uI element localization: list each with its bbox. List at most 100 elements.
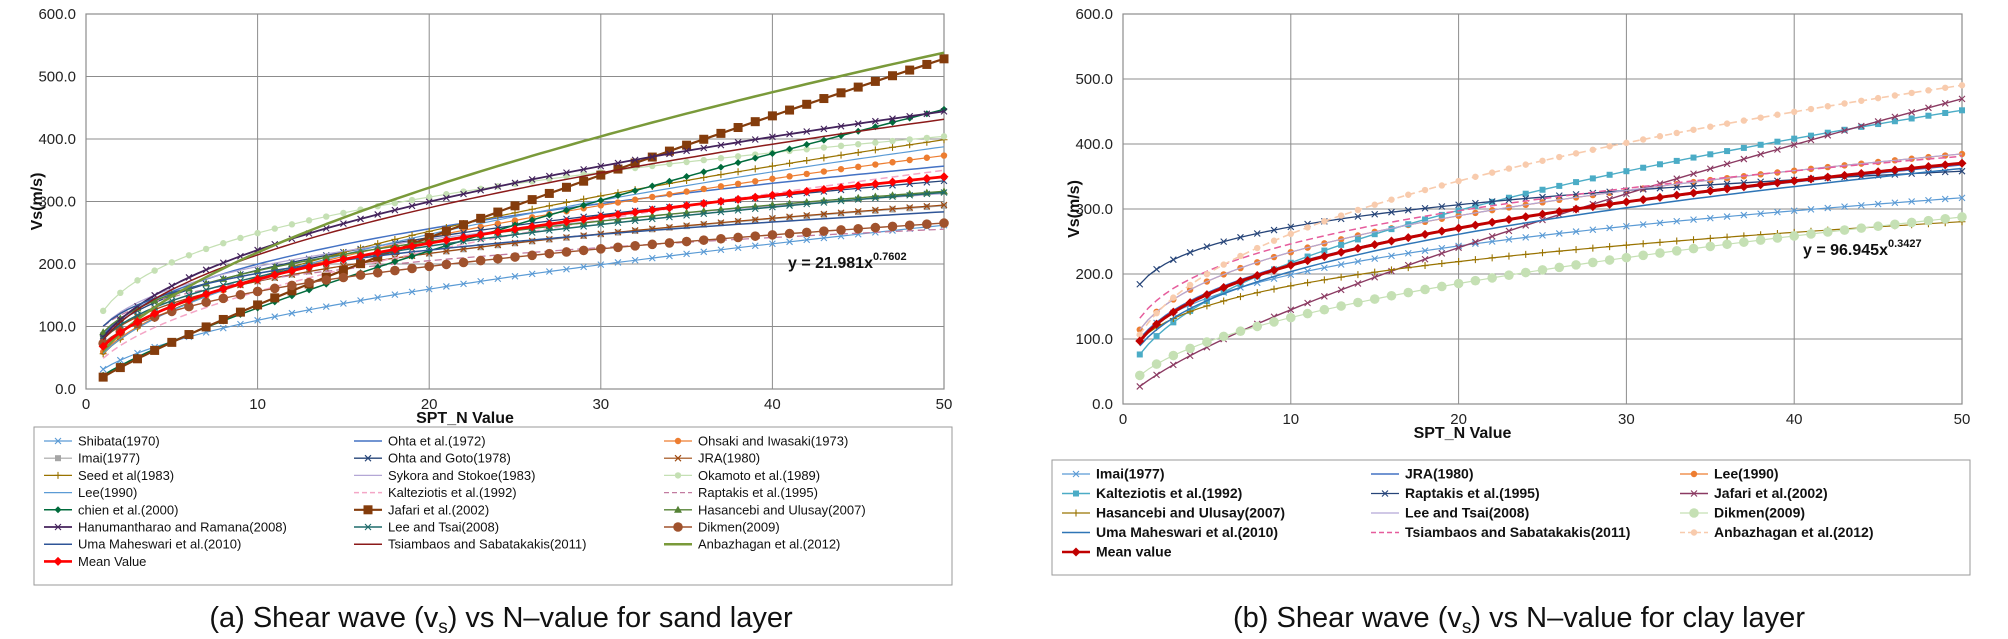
data-point-jra-1980 bbox=[614, 228, 622, 236]
data-point-jafari-et-al-2002 bbox=[510, 201, 520, 211]
data-point-kalteziotis-et-al-1992 bbox=[1354, 236, 1361, 243]
data-point-imai-1977 bbox=[1404, 249, 1412, 257]
data-point-jafari-et-al-2002 bbox=[922, 59, 932, 69]
data-point-hanumantharao-and-ramana-2008 bbox=[717, 141, 725, 149]
data-point-dikmen-2009 bbox=[1957, 212, 1967, 222]
data-point-kalteziotis-et-al-1992 bbox=[1858, 123, 1865, 130]
data-point-anbazhagan-et-al-2012 bbox=[1287, 230, 1295, 238]
data-point-jafari-et-al-2002 bbox=[630, 158, 640, 168]
data-point-mean-value bbox=[167, 301, 177, 311]
data-point-mean-value bbox=[1789, 176, 1799, 186]
legend-entry-raptakis-et-al-1995: Raptakis et al.(1995) bbox=[664, 485, 818, 500]
legend-swatch-marker bbox=[364, 454, 372, 462]
data-point-jafari-et-al-2002 bbox=[1606, 195, 1614, 203]
data-point-mean-value bbox=[596, 212, 606, 222]
data-point-kalteziotis-et-al-1992 bbox=[1170, 319, 1177, 326]
series-imai-1977 bbox=[1136, 194, 1966, 342]
data-point-jafari-et-al-2002 bbox=[201, 322, 211, 332]
data-point-jafari-et-al-2002 bbox=[1186, 352, 1194, 360]
data-point-shibata-1970 bbox=[597, 261, 605, 269]
data-point-lee-and-tsai-2008 bbox=[666, 213, 673, 221]
data-point-hasancebi-and-ulusay-2007 bbox=[1539, 249, 1546, 257]
data-point-mean-value bbox=[1521, 212, 1531, 222]
data-point-dikmen-2009 bbox=[167, 306, 177, 317]
data-point-hanumantharao-and-ramana-2008 bbox=[614, 159, 622, 167]
legend-label: Sykora and Stokoe(1983) bbox=[388, 468, 535, 483]
data-point-okamoto-et-al-1989 bbox=[940, 133, 948, 140]
data-point-kalteziotis-et-al-1992 bbox=[1942, 109, 1949, 116]
data-point-jafari-et-al-2002 bbox=[561, 182, 571, 192]
trend-equation-base: y = 21.981x bbox=[788, 255, 873, 272]
data-point-raptakis-et-al-1995 bbox=[1136, 280, 1144, 288]
data-point-mean-value bbox=[1856, 169, 1866, 179]
series-uma-maheswari-et-al-2010 bbox=[1139, 167, 1963, 347]
x-tick-label: 30 bbox=[1618, 411, 1635, 428]
data-point-shibata-1970 bbox=[528, 270, 536, 278]
data-point-shibata-1970 bbox=[580, 263, 588, 271]
legend-label: Jafari et al.(2002) bbox=[1714, 485, 1828, 501]
legend-entry-ohsaki-and-iwasaki-1973: Ohsaki and Iwasaki(1973) bbox=[664, 434, 848, 449]
data-point-ohsaki-and-iwasaki-1973 bbox=[803, 170, 810, 178]
legend-swatch-marker bbox=[55, 455, 61, 462]
data-point-ohsaki-and-iwasaki-1973 bbox=[786, 173, 793, 180]
legend-label: JRA(1980) bbox=[698, 451, 760, 466]
data-point-mean-value bbox=[1772, 178, 1782, 188]
legend-entry-lee-1990: Lee(1990) bbox=[1680, 466, 1779, 482]
data-point-dikmen-2009 bbox=[390, 265, 400, 276]
data-point-dikmen-2009 bbox=[1621, 252, 1632, 263]
data-point-jafari-et-al-2002 bbox=[939, 54, 949, 64]
data-point-mean-value bbox=[253, 274, 263, 284]
series-anbazhagan-et-al-2012 bbox=[102, 51, 945, 353]
legend-entry-jra-1980: JRA(1980) bbox=[1371, 466, 1473, 482]
data-point-chien-et-al-2000 bbox=[408, 252, 416, 260]
data-point-lee-and-tsai-2008 bbox=[116, 321, 124, 329]
data-point-imai-1977 bbox=[941, 202, 947, 209]
data-point-dikmen-2009 bbox=[887, 221, 898, 232]
data-point-mean-value bbox=[1336, 247, 1346, 257]
data-point-hasancebi-and-ulusay-2007 bbox=[1421, 262, 1429, 270]
data-point-mean-value bbox=[1840, 170, 1850, 180]
data-point-shibata-1970 bbox=[786, 238, 793, 246]
data-point-dikmen-2009 bbox=[544, 248, 555, 259]
data-point-dikmen-2009 bbox=[1269, 317, 1279, 327]
data-point-jafari-et-al-2002 bbox=[1455, 244, 1462, 252]
data-point-jafari-et-al-2002 bbox=[115, 363, 125, 373]
data-point-ohsaki-and-iwasaki-1973 bbox=[734, 180, 742, 188]
data-point-ohsaki-and-iwasaki-1973 bbox=[597, 202, 604, 209]
data-point-imai-1977 bbox=[1690, 216, 1697, 224]
data-point-lee-and-tsai-2008 bbox=[614, 219, 622, 226]
data-point-raptakis-et-al-1995 bbox=[1371, 210, 1379, 218]
data-point-anbazhagan-et-al-2012 bbox=[1589, 146, 1597, 153]
data-point-dikmen-2009 bbox=[1604, 255, 1615, 265]
data-point-hanumantharao-and-ramana-2008 bbox=[597, 162, 605, 170]
data-point-dikmen-2009 bbox=[441, 259, 452, 270]
data-point-dikmen-2009 bbox=[458, 257, 469, 268]
data-point-hasancebi-and-ulusay-2007 bbox=[1639, 240, 1647, 248]
data-point-dikmen-2009 bbox=[1755, 235, 1766, 245]
caption-text: (b) Shear wave (v bbox=[1233, 602, 1462, 634]
data-point-kalteziotis-et-al-1992 bbox=[1824, 129, 1831, 136]
data-point-mean-value bbox=[836, 183, 846, 193]
data-point-shibata-1970 bbox=[477, 277, 485, 285]
data-point-anbazhagan-et-al-2012 bbox=[1136, 331, 1143, 338]
data-point-ohsaki-and-iwasaki-1973 bbox=[683, 188, 690, 195]
legend-entry-lee-and-tsai-2008: Lee and Tsai(2008) bbox=[1371, 505, 1529, 521]
legend-swatch-marker bbox=[53, 556, 63, 566]
caption-text: ) vs N–value for clay layer bbox=[1471, 602, 1805, 634]
data-point-hasancebi-and-ulusay-2007 bbox=[1673, 237, 1681, 245]
data-point-anbazhagan-et-al-2012 bbox=[1958, 82, 1966, 89]
x-tick-label: 30 bbox=[592, 396, 609, 413]
data-point-mean-value bbox=[1370, 240, 1380, 250]
data-point-dikmen-2009 bbox=[1168, 350, 1179, 361]
data-point-hasancebi-and-ulusay-2007 bbox=[1270, 285, 1278, 293]
trend-equation: y = 21.981x0.7602 bbox=[788, 251, 907, 272]
data-point-ohsaki-and-iwasaki-1973 bbox=[872, 161, 879, 168]
data-point-dikmen-2009 bbox=[1537, 265, 1548, 275]
data-point-imai-1977 bbox=[1371, 255, 1379, 262]
data-point-imai-1977 bbox=[1606, 224, 1614, 232]
data-point-mean-value bbox=[1454, 223, 1464, 233]
legend-entry-jra-1980: JRA(1980) bbox=[664, 451, 760, 466]
data-point-anbazhagan-et-al-2012 bbox=[1220, 261, 1227, 268]
data-point-dikmen-2009 bbox=[355, 270, 366, 280]
legend-entry-seed-et-al-1983: Seed et al(1983) bbox=[44, 468, 174, 483]
